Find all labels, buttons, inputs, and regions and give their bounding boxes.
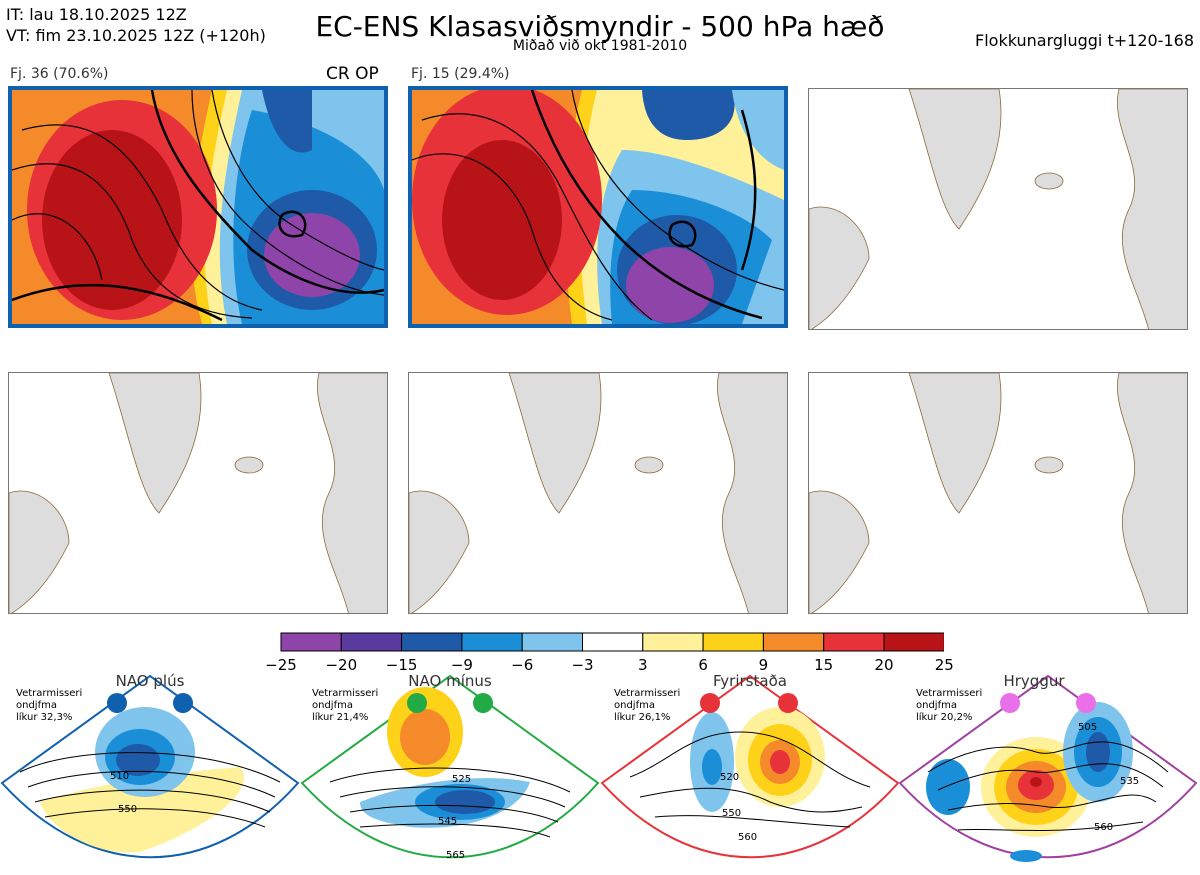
- regime-4-label-a: 505: [1078, 722, 1097, 733]
- colorbar-tick-label: 20: [874, 656, 894, 674]
- regime-3-label-c: 560: [738, 832, 757, 843]
- cluster-1-label: Fj. 36 (70.6%): [10, 66, 109, 82]
- cluster-window: Flokkunargluggi t+120-168: [975, 31, 1194, 50]
- colorbar-swatch: [340, 632, 403, 652]
- colorbar-swatch: [762, 632, 825, 652]
- init-time: IT: lau 18.10.2025 12Z: [6, 5, 187, 24]
- colorbar-tick-label: −6: [511, 656, 534, 674]
- colorbar-tick-label: 6: [698, 656, 708, 674]
- colorbar-tick-label: −25: [265, 656, 297, 674]
- regime-2-desc: Vetrarmisseri ondjfma líkur 21,4%: [312, 688, 379, 723]
- regime-3-name: Fyrirstaða: [713, 672, 787, 690]
- regime-2-label-c: 565: [446, 850, 465, 861]
- regime-blocking: 520 550 560 Fyrirstaða Vetrarmisseri ondj…: [600, 672, 902, 871]
- colorbar-tick-label: −15: [385, 656, 418, 674]
- cluster-3-map-empty: [808, 88, 1188, 330]
- valid-time: VT: fim 23.10.2025 12Z (+120h): [6, 26, 266, 45]
- regime-4-name: Hryggur: [1003, 672, 1065, 690]
- regime-2-label-b: 545: [438, 816, 457, 827]
- regime-4-desc: Vetrarmisseri ondjfma líkur 20,2%: [916, 688, 983, 723]
- colorbar-swatch: [702, 632, 764, 652]
- regime-3-label-b: 550: [722, 808, 741, 819]
- regime-nao-minus: 525 545 565 NAO mínus Vetrarmisseri ondjf…: [300, 672, 602, 871]
- regime-ridge: 505 535 560 Hryggur Vetrarmisseri ondjfma…: [898, 672, 1200, 871]
- colorbar-swatch: [823, 632, 885, 652]
- colorbar-swatch: [582, 632, 644, 652]
- regime-2-label-a: 525: [452, 774, 471, 785]
- regime-1-desc: Vetrarmisseri ondjfma líkur 32,3%: [16, 688, 83, 723]
- regime-4-label-b: 535: [1120, 776, 1139, 787]
- regime-2-name: NAO mínus: [408, 672, 492, 690]
- cluster-2-map[interactable]: [408, 86, 788, 328]
- colorbar-tick-label: 15: [814, 656, 834, 674]
- colorbar-tick-label: −20: [325, 656, 358, 674]
- page-title: EC-ENS Klasasviðsmyndir - 500 hPa hæð: [315, 10, 885, 43]
- regime-4-label-c: 560: [1094, 822, 1113, 833]
- cluster-5-map-empty: [408, 372, 788, 614]
- regime-1-name: NAO plús: [115, 672, 185, 690]
- colorbar-tick-label: −9: [450, 656, 473, 674]
- regime-3-label-a: 520: [720, 772, 739, 783]
- page-subtitle: Miðað við okt 1981-2010: [512, 38, 688, 54]
- colorbar-swatch: [883, 632, 944, 652]
- regime-1-label-b: 550: [118, 804, 137, 815]
- colorbar-swatch: [461, 632, 523, 652]
- colorbar-swatch: [280, 632, 342, 652]
- cluster-1-tag: CR OP: [326, 64, 379, 84]
- colorbar-swatch: [642, 632, 704, 652]
- cluster-2-label: Fj. 15 (29.4%): [411, 66, 510, 82]
- colorbar: [280, 632, 944, 652]
- regime-1-label-a: 510: [110, 771, 129, 782]
- colorbar-tick-label: 9: [758, 656, 769, 674]
- colorbar-swatch: [521, 632, 583, 652]
- colorbar-tick-label: 3: [638, 656, 648, 674]
- cluster-4-map-empty: [8, 372, 388, 614]
- header-info: IT: lau 18.10.2025 12Z VT: fim 23.10.202…: [6, 4, 266, 46]
- regime-nao-plus: 510 550 NAO plús Vetrarmisseri ondjfma lík…: [0, 672, 302, 871]
- colorbar-tick-label: −3: [571, 656, 594, 674]
- colorbar-swatch: [401, 632, 463, 652]
- colorbar-tick-label: 25: [934, 656, 954, 674]
- cluster-1-map[interactable]: [8, 86, 388, 328]
- regime-3-desc: Vetrarmisseri ondjfma líkur 26,1%: [614, 688, 681, 723]
- cluster-6-map-empty: [808, 372, 1188, 614]
